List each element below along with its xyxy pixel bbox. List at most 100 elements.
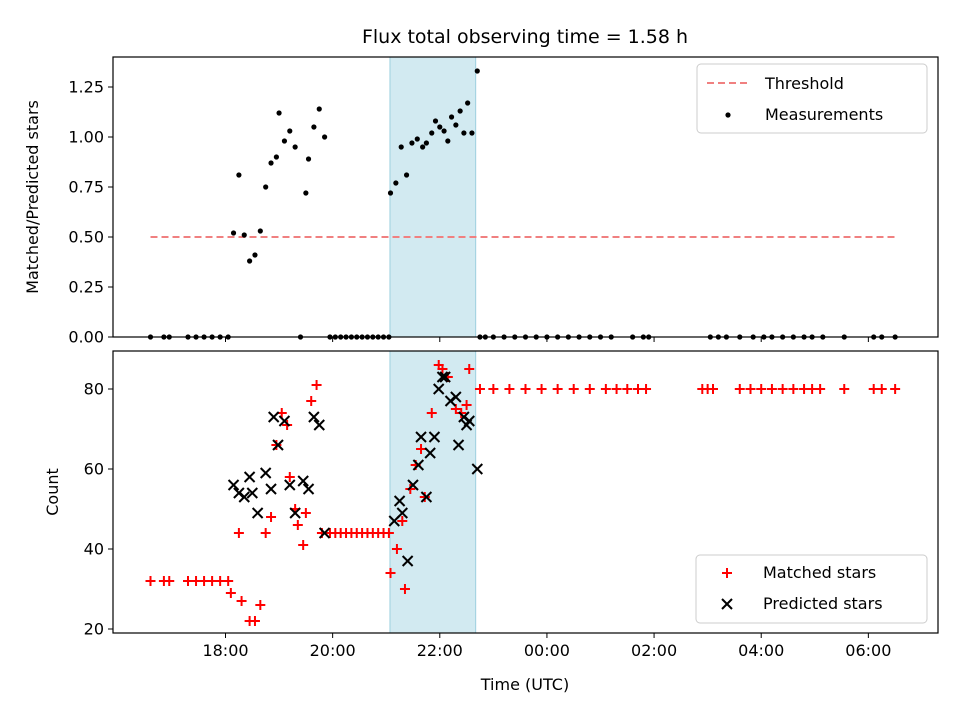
y-tick-label: 20: [84, 620, 104, 639]
measurement-point: [305, 156, 312, 162]
matched-star-point: [164, 576, 175, 586]
matched-star-point: [271, 440, 282, 450]
predicted-star-point: [396, 507, 408, 519]
predicted-star-point: [412, 459, 425, 471]
predicted-star-point: [265, 483, 277, 495]
matched-star-point: [600, 384, 611, 394]
measurement-point: [420, 144, 426, 150]
matched-star-point: [815, 384, 826, 394]
matched-star-point: [385, 568, 396, 578]
highlight-span-top: [389, 56, 477, 338]
predicted-star-point: [428, 431, 441, 443]
matched-star-point: [504, 384, 515, 394]
matched-star-point: [464, 364, 475, 374]
x-tick-label: 02:00: [631, 641, 677, 660]
predicted-star-point: [424, 447, 436, 459]
measurement-point: [469, 130, 475, 136]
panel-count: 18:00 20:00 22:00 00:00 02:00 04:00 06:00 20 40 6…: [43, 350, 939, 694]
axis-ticks-bottom: 18:00 20:00 22:00 00:00 02:00 04:00 06:00 20 40 6…: [84, 380, 892, 661]
y-tick-label: 0.50: [68, 228, 104, 247]
measurement-point: [273, 154, 279, 160]
measurement-point: [414, 136, 420, 142]
measurement-point: [281, 138, 288, 144]
predicted-star-point: [284, 479, 296, 491]
matched-star-point: [474, 384, 485, 394]
predicted-star-point: [251, 507, 264, 519]
measurement-point: [230, 230, 237, 236]
predicted-star-point: [278, 415, 291, 427]
predicted-star-point: [227, 479, 240, 491]
matched-star-point: [298, 540, 309, 550]
matched-star-point: [437, 364, 448, 374]
matched-star-point: [461, 400, 472, 410]
measurement-point: [316, 106, 322, 112]
matched-star-point: [397, 516, 408, 526]
matched-star-point: [611, 384, 622, 394]
measurement-point: [432, 118, 439, 124]
matched-star-point: [391, 544, 402, 554]
y-tick-label: 0.25: [68, 278, 104, 297]
axis-ticks-top: 0.00 0.25 0.50 0.75 1.00 1.25: [68, 78, 869, 347]
legend-frame-top: [696, 63, 928, 134]
y-tick-label: 1.25: [68, 78, 104, 97]
predicted-star-point: [450, 391, 462, 403]
measurement-point: [437, 124, 443, 130]
y-tick-label: 0.75: [68, 178, 104, 197]
axes-frame-top: [112, 56, 939, 338]
predicted-star-point: [289, 507, 301, 519]
predicted-star-point: [308, 411, 320, 423]
measurement-point: [303, 190, 309, 196]
predicted-star-point: [439, 371, 451, 383]
x-axis-label: Time (UTC): [480, 675, 569, 694]
matched-star-point: [306, 396, 317, 406]
matched-star-point: [622, 384, 633, 394]
matched-star-point: [233, 528, 244, 538]
measurement-point: [322, 134, 328, 140]
predicted-star-point: [436, 371, 449, 383]
predicted-star-point: [420, 491, 433, 503]
star-count-points: [145, 360, 901, 626]
predicted-star-point: [313, 419, 325, 431]
measurement-point: [257, 228, 263, 234]
matched-star-point: [236, 596, 247, 606]
predicted-star-point: [433, 383, 445, 395]
measurement-point: [252, 252, 258, 258]
y-tick-label: 1.00: [68, 128, 104, 147]
measurement-point: [398, 144, 404, 150]
legend-frame-bottom: [695, 554, 928, 624]
predicted-star-point: [318, 527, 331, 539]
predicted-star-point: [393, 495, 406, 507]
measurement-point: [247, 258, 253, 264]
legend-item-predicted: Predicted stars: [763, 594, 883, 613]
measurement-point: [453, 122, 459, 128]
chart-title: Flux total observing time = 1.58 h: [362, 26, 688, 48]
measurement-point: [241, 232, 247, 238]
matched-star-point: [249, 616, 260, 626]
measurement-point: [263, 184, 269, 190]
matched-star-point: [311, 380, 322, 390]
legend-predicted-swatch: [721, 598, 733, 610]
matched-star-point: [839, 384, 850, 394]
measurement-point: [393, 180, 399, 186]
panel-ratio: 0.00 0.25 0.50 0.75 1.00 1.25 Matched/Predict…: [23, 56, 939, 347]
matched-star-point: [225, 588, 236, 598]
x-tick-label: 22:00: [417, 641, 463, 660]
y-tick-label: 60: [84, 460, 104, 479]
predicted-star-point: [246, 487, 258, 499]
predicted-star-point: [238, 491, 250, 503]
matched-star-point: [745, 384, 756, 394]
x-tick-label: 18:00: [202, 641, 248, 660]
predicted-star-point: [297, 475, 309, 487]
matched-star-point: [145, 576, 156, 586]
matched-star-point: [255, 600, 266, 610]
x-tick-label: 20:00: [310, 641, 356, 660]
matched-star-point: [266, 512, 277, 522]
measurement-point: [292, 144, 298, 150]
matched-star-point: [488, 384, 499, 394]
predicted-star-point: [463, 415, 475, 427]
matched-star-point: [788, 384, 799, 394]
matched-star-point: [890, 384, 901, 394]
matched-star-point: [766, 384, 777, 394]
legend-bottom: Matched stars Predicted stars: [695, 554, 928, 624]
